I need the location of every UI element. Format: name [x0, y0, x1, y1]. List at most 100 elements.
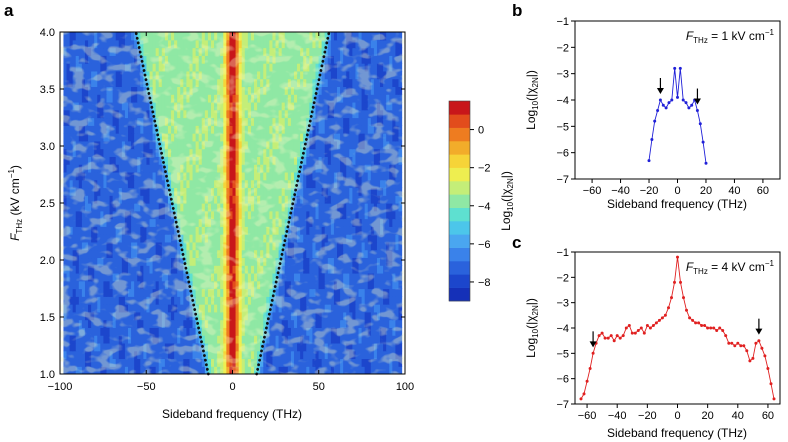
- y-tick-label: −4: [556, 95, 569, 107]
- data-point: [658, 98, 662, 102]
- colorbar-swatch: [449, 207, 470, 222]
- colorbar-swatch: [449, 167, 470, 182]
- y-tick-label: −7: [556, 174, 569, 186]
- b-annot-post: = 1 kV cm: [708, 29, 765, 43]
- x-tick-label: −60: [583, 185, 602, 197]
- left-cutoff-dotted-line: [134, 30, 210, 376]
- colorbar-swatch: [449, 127, 470, 142]
- colorbar-tick-label: −4: [478, 201, 491, 213]
- heatmap-x-tick-label: −50: [137, 381, 156, 393]
- data-point: [650, 138, 654, 141]
- data-point: [647, 159, 651, 163]
- b-ylabel-post: (|χ: [524, 87, 538, 101]
- data-point: [701, 140, 705, 144]
- data-point: [681, 98, 685, 102]
- heatmap-y-tick-label: 1.5: [40, 312, 55, 324]
- heatmap-x-tick-label: 0: [229, 381, 235, 393]
- panel-b-ticks: −60 −40 −20 0 20 40 60−1−2−3−4−5−6−7: [556, 16, 769, 197]
- colorbar-swatch: [449, 261, 470, 275]
- x-tick-label: −20: [640, 185, 659, 197]
- panel-b-x-axis-label: Sideband frequency (THz): [607, 197, 747, 211]
- colorbar-swatch: [449, 247, 470, 262]
- data-point: [673, 66, 677, 70]
- ylabel-main: F: [8, 233, 22, 241]
- colorbar-swatch: [449, 221, 470, 235]
- data-point: [670, 98, 674, 102]
- colorbar-swatch: [449, 141, 470, 155]
- data-point: [698, 122, 702, 126]
- colorbar-tick-label: −2: [478, 163, 491, 175]
- panel-label-c: c: [512, 233, 521, 252]
- ylabel-close: ): [8, 165, 22, 169]
- data-point: [690, 103, 694, 107]
- cb-label-post: (|χ: [499, 188, 513, 202]
- cutoff-dotted-lines: [134, 30, 331, 376]
- colorbar-ticks: 0 −2 −4 −6 −8: [470, 125, 491, 289]
- cb-label-pre: Log: [499, 211, 513, 231]
- y-tick-label: −2: [556, 42, 569, 54]
- colorbar-swatch: [449, 287, 470, 302]
- panel-b-annotation: FTHz = 1 kV cm−1: [686, 28, 775, 45]
- colorbar-swatches: [449, 101, 470, 302]
- heatmap-y-tick-label: 3.0: [40, 141, 55, 153]
- y-tick-label: −5: [556, 121, 569, 133]
- b-ylabel-pre: Log: [524, 110, 538, 130]
- ylabel-sup: −1: [7, 169, 16, 179]
- colorbar-frame: [448, 100, 471, 302]
- colorbar-label: Log10(|χ2N|): [499, 171, 515, 231]
- heatmap-x-tick-label: 50: [313, 381, 325, 393]
- data-point: [695, 109, 699, 112]
- x-tick-label: −40: [611, 185, 630, 197]
- data-point: [661, 103, 665, 107]
- data-point: [664, 106, 668, 110]
- x-tick-label: 20: [700, 185, 712, 197]
- heatmap-texture: [60, 32, 405, 374]
- right-cutoff-dotted-line: [255, 30, 331, 376]
- y-tick-label: −3: [556, 69, 569, 81]
- cb-label-close: |): [499, 171, 513, 178]
- x-tick-label: 40: [728, 185, 740, 197]
- colorbar-swatch: [449, 154, 470, 168]
- arrow-head: [656, 88, 664, 94]
- colorbar: 0 −2 −4 −6 −8 Log10(|χ2N|): [448, 100, 515, 302]
- colorbar-tick-label: −6: [478, 239, 491, 251]
- panel-b-frame: [574, 20, 781, 180]
- colorbar-swatch: [449, 274, 470, 288]
- heatmap-y-tick-label: 3.5: [40, 84, 55, 96]
- b-annot-sub: THz: [693, 36, 708, 45]
- heatmap-x-tick-label: 100: [396, 381, 414, 393]
- data-point: [653, 119, 657, 123]
- data-point: [684, 101, 688, 105]
- data-point: [678, 66, 682, 70]
- heatmap-x-tick-label: −100: [48, 381, 73, 393]
- ylabel-sub: THz: [15, 219, 24, 234]
- heatmap-x-axis-label: Sideband frequency (THz): [162, 407, 302, 421]
- arrow-head: [693, 98, 701, 105]
- b-ylabel-sub: 10: [531, 100, 540, 109]
- colorbar-swatch: [449, 194, 470, 208]
- panel-b-arrows: [656, 78, 701, 105]
- heatmap-y-tick-label: 2.5: [40, 198, 55, 210]
- cb-label-sub: 10: [506, 201, 515, 210]
- heatmap-y-axis-label: FTHz (kV cm−1): [7, 165, 24, 241]
- colorbar-swatch: [449, 101, 470, 115]
- y-tick-label: −1: [556, 16, 569, 28]
- panel-label-a: a: [4, 1, 14, 20]
- ylabel-unit: (kV cm: [8, 178, 22, 219]
- panel-b-y-axis-label: Log10(|χ2N|): [524, 70, 540, 130]
- line-panel-b: −60 −40 −20 0 20 40 60−1−2−3−4−5−6−7 FTHz = 1 …: [524, 16, 781, 211]
- y-tick-label: −6: [556, 148, 569, 160]
- b-annot-sup: −1: [765, 28, 775, 37]
- colorbar-tick-label: −8: [478, 277, 491, 289]
- heatmap-y-tick-label: 1.0: [40, 369, 55, 381]
- data-point: [704, 161, 708, 165]
- b-annot-pre: F: [686, 29, 694, 43]
- colorbar-tick-label: 0: [478, 125, 484, 137]
- panel-b-markers: [647, 66, 708, 165]
- data-point: [687, 106, 691, 110]
- cb-label-sub2: 2N: [506, 178, 515, 188]
- panel-label-b: b: [512, 1, 522, 20]
